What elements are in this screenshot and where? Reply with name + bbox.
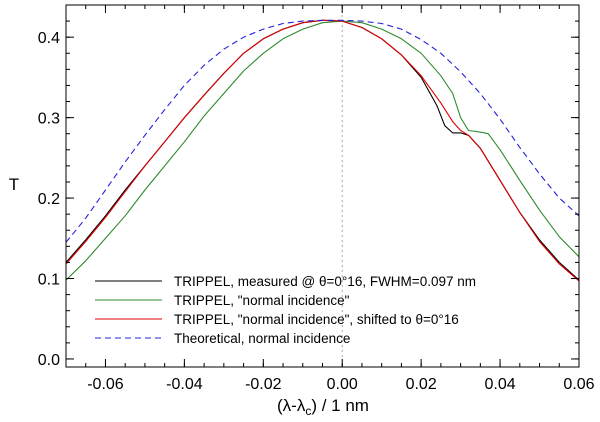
x-tick-label: -0.04: [166, 376, 203, 393]
legend-label-normal: TRIPPEL, "normal incidence": [174, 293, 350, 308]
x-tick-label: 0.00: [327, 376, 358, 393]
y-tick-label: 0.1: [38, 272, 60, 289]
legend-label-theoretical: Theoretical, normal incidence: [174, 331, 350, 346]
legend-label-shifted: TRIPPEL, "normal incidence", shifted to …: [174, 312, 459, 327]
series-line-shifted: [66, 19, 579, 282]
series-line-normal: [66, 20, 579, 281]
y-tick-label: 0.2: [38, 191, 60, 208]
x-tick-label: 0.06: [563, 376, 594, 393]
y-axis-label: T: [9, 175, 19, 194]
y-tick-label: 0.4: [38, 30, 60, 47]
x-tick-label: -0.06: [87, 376, 124, 393]
x-axis-label: (λ-λc) / 1 nm: [277, 396, 369, 418]
x-tick-label: 0.04: [485, 376, 516, 393]
series-line-measured: [66, 19, 579, 281]
x-tick-label: -0.02: [245, 376, 282, 393]
legend-label-measured: TRIPPEL, measured @ θ=0°16, FWHM=0.097 n…: [174, 274, 476, 289]
y-tick-label: 0.3: [38, 111, 60, 128]
y-tick-label: 0.0: [38, 352, 60, 369]
series-line-theoretical: [66, 19, 579, 243]
x-tick-label: 0.02: [406, 376, 437, 393]
legend: TRIPPEL, measured @ θ=0°16, FWHM=0.097 n…: [95, 274, 476, 346]
